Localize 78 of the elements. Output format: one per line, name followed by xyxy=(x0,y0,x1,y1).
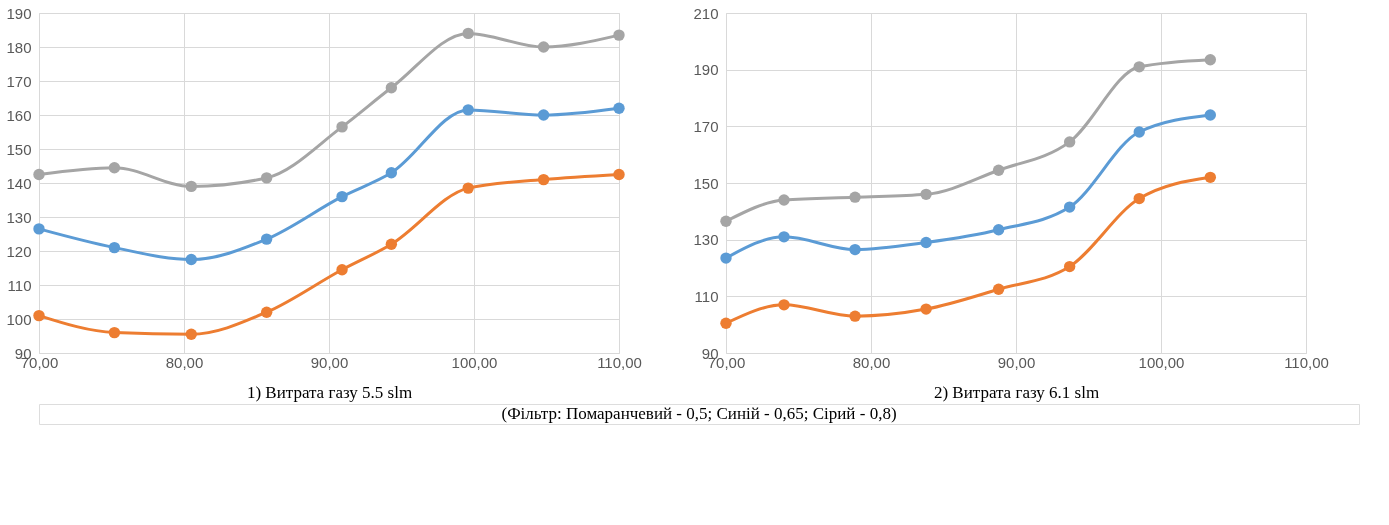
point xyxy=(108,326,121,339)
y-tick-label: 170 xyxy=(693,117,719,135)
point xyxy=(778,194,790,206)
x-axis-title: 2) Витрата газу 6.1 slm xyxy=(933,382,1100,402)
y-tick-label: 100 xyxy=(6,310,32,328)
point xyxy=(462,104,474,116)
point xyxy=(778,231,790,243)
point xyxy=(992,283,1005,295)
point xyxy=(1204,109,1216,121)
point xyxy=(336,121,348,133)
point xyxy=(1063,136,1076,148)
point xyxy=(1133,192,1145,205)
x-tick-label: 110,00 xyxy=(1284,353,1329,371)
point xyxy=(385,238,398,250)
point xyxy=(613,29,625,41)
point xyxy=(849,243,861,256)
point xyxy=(1133,126,1145,138)
point xyxy=(920,236,932,249)
point xyxy=(1204,54,1216,66)
point xyxy=(185,180,197,193)
point xyxy=(260,306,273,318)
x-axis-title: 1) Витрата газу 5.5 slm xyxy=(246,382,413,402)
y-tick-label: 110 xyxy=(7,276,32,294)
point xyxy=(613,168,625,181)
y-tick-label: 170 xyxy=(6,72,32,90)
y-tick-label: 130 xyxy=(693,231,719,249)
point xyxy=(108,162,121,174)
point xyxy=(185,328,197,340)
point xyxy=(108,241,121,254)
point xyxy=(462,182,474,194)
point xyxy=(849,191,861,203)
y-tick-label: 160 xyxy=(6,106,32,124)
y-tick-label: 120 xyxy=(6,242,32,260)
point xyxy=(849,310,861,322)
point xyxy=(385,167,398,179)
x-tick-label: 110,00 xyxy=(597,353,642,371)
y-tick-label: 140 xyxy=(6,174,32,192)
point xyxy=(720,252,732,264)
point xyxy=(185,253,197,266)
y-tick-label: 190 xyxy=(693,61,719,79)
point xyxy=(33,309,45,322)
point xyxy=(537,41,550,53)
point xyxy=(778,299,790,311)
y-tick-label: 190 xyxy=(6,4,32,22)
point xyxy=(385,82,398,94)
x-tick-label: 90,00 xyxy=(997,353,1036,371)
point xyxy=(336,264,348,276)
y-tick-label: 130 xyxy=(6,208,32,226)
point xyxy=(992,164,1005,176)
y-tick-label: 180 xyxy=(6,38,32,56)
point xyxy=(537,109,550,121)
point xyxy=(33,223,45,235)
y-tick-label: 210 xyxy=(693,4,719,22)
y-tick-label: 150 xyxy=(693,174,719,192)
x-tick-label: 80,00 xyxy=(165,353,204,371)
point xyxy=(537,173,550,186)
point xyxy=(992,224,1005,236)
x-tick-label: 90,00 xyxy=(310,353,349,371)
point xyxy=(336,190,348,203)
point xyxy=(720,215,732,227)
x-tick-label: 80,00 xyxy=(852,353,891,371)
point xyxy=(260,172,273,184)
point xyxy=(462,27,474,40)
point xyxy=(1204,171,1216,184)
point xyxy=(1133,61,1145,73)
point xyxy=(920,188,932,201)
point xyxy=(613,102,625,114)
x-tick-label: 100,00 xyxy=(451,353,498,371)
point xyxy=(920,303,932,315)
y-tick-label: 110 xyxy=(694,287,719,305)
point xyxy=(33,168,45,181)
point xyxy=(720,317,732,329)
y-tick-label: 150 xyxy=(6,140,32,158)
x-tick-label: 100,00 xyxy=(1138,353,1185,371)
point xyxy=(1063,201,1076,213)
point xyxy=(260,233,273,245)
text: (Фільтр: Помаранчевий - 0,5; Синій - 0,65; Сірий - 0,8) xyxy=(501,404,897,423)
point xyxy=(1063,260,1076,273)
